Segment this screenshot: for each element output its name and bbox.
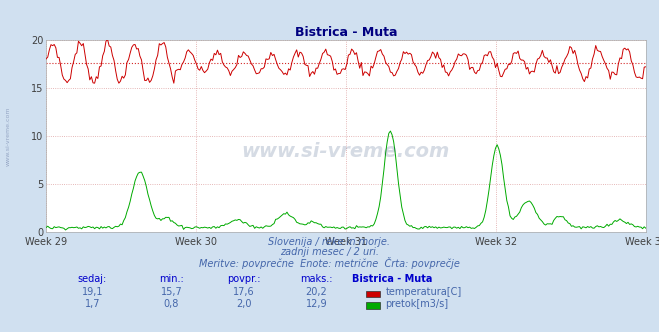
Text: 1,7: 1,7 — [84, 299, 100, 309]
Text: pretok[m3/s]: pretok[m3/s] — [386, 299, 449, 309]
Text: www.si-vreme.com: www.si-vreme.com — [242, 142, 450, 161]
Text: 20,2: 20,2 — [305, 287, 328, 297]
Text: min.:: min.: — [159, 274, 184, 284]
Text: 17,6: 17,6 — [233, 287, 254, 297]
Title: Bistrica - Muta: Bistrica - Muta — [295, 26, 397, 39]
Text: povpr.:: povpr.: — [227, 274, 260, 284]
Text: Meritve: povprečne  Enote: metrične  Črta: povprečje: Meritve: povprečne Enote: metrične Črta:… — [199, 257, 460, 269]
Text: maks.:: maks.: — [300, 274, 333, 284]
Text: Slovenija / reke in morje.: Slovenija / reke in morje. — [268, 237, 391, 247]
Text: www.si-vreme.com: www.si-vreme.com — [5, 106, 11, 166]
Text: 2,0: 2,0 — [236, 299, 252, 309]
Text: zadnji mesec / 2 uri.: zadnji mesec / 2 uri. — [280, 247, 379, 257]
Text: 0,8: 0,8 — [163, 299, 179, 309]
Text: 15,7: 15,7 — [160, 287, 183, 297]
Text: Bistrica - Muta: Bistrica - Muta — [352, 274, 432, 284]
Text: temperatura[C]: temperatura[C] — [386, 287, 462, 297]
Text: 12,9: 12,9 — [306, 299, 327, 309]
Text: sedaj:: sedaj: — [78, 274, 107, 284]
Text: 19,1: 19,1 — [82, 287, 103, 297]
